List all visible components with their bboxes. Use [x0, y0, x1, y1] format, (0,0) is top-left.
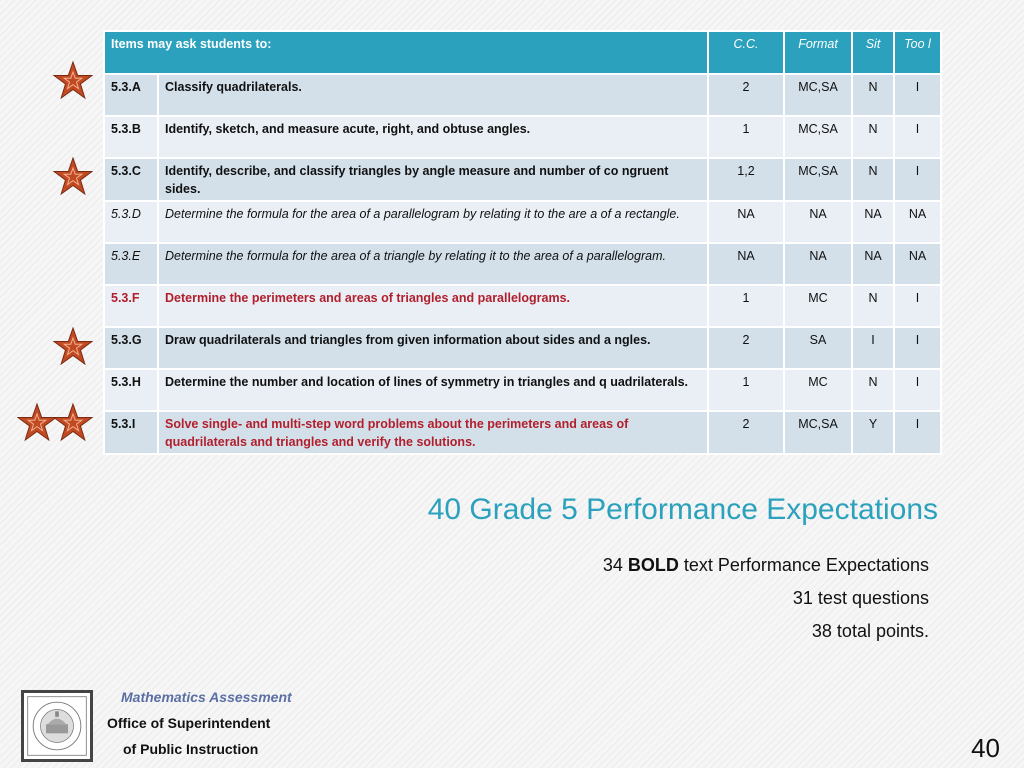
star-icon: [53, 157, 93, 196]
row-code: 5.3.E: [103, 242, 159, 286]
row-description: Determine the number and location of lin…: [157, 368, 709, 412]
row-cc: NA: [707, 200, 785, 244]
row-tool: I: [893, 115, 942, 159]
row-sit: NA: [851, 242, 895, 286]
table-row: 5.3.D Determine the formula for the area…: [103, 200, 942, 244]
row-description: Draw quadrilaterals and triangles from g…: [157, 326, 709, 370]
row-description: Classify quadrilaterals.: [157, 73, 709, 117]
row-sit: Y: [851, 410, 895, 455]
header-cc: C.C.: [707, 30, 785, 75]
row-description: Solve single- and multi-step word proble…: [157, 410, 709, 455]
header-tool: Too l: [893, 30, 942, 75]
star-icon: [53, 61, 93, 100]
row-code: 5.3.I: [103, 410, 159, 455]
ospi-seal-logo: [21, 690, 93, 762]
row-tool: I: [893, 284, 942, 328]
row-cc: 1: [707, 284, 785, 328]
header-format: Format: [783, 30, 853, 75]
slide-title: 40 Grade 5 Performance Expectations: [427, 493, 938, 526]
row-sit: NA: [851, 200, 895, 244]
star-icon: [53, 327, 93, 366]
row-format: MC,SA: [783, 157, 853, 202]
row-tool: NA: [893, 242, 942, 286]
row-format: MC,SA: [783, 73, 853, 117]
row-tool: I: [893, 157, 942, 202]
row-sit: N: [851, 115, 895, 159]
row-code: 5.3.F: [103, 284, 159, 328]
row-cc: 1: [707, 368, 785, 412]
row-format: NA: [783, 200, 853, 244]
office-line-1: Office of Superintendent: [107, 715, 271, 731]
row-format: MC,SA: [783, 115, 853, 159]
row-format: NA: [783, 242, 853, 286]
star-icon: [53, 403, 93, 442]
row-description: Determine the formula for the area of a …: [157, 242, 709, 286]
page-number: 40: [971, 733, 1000, 763]
table-row: 5.3.G Draw quadrilaterals and triangles …: [103, 326, 942, 370]
row-description: Identify, sketch, and measure acute, rig…: [157, 115, 709, 159]
star-icon: [17, 403, 57, 442]
row-description: Determine the formula for the area of a …: [157, 200, 709, 244]
row-code: 5.3.C: [103, 157, 159, 202]
table-header-row: Items may ask students to: C.C. Format S…: [103, 30, 942, 75]
table-row: 5.3.I Solve single- and multi-step word …: [103, 410, 942, 455]
row-format: MC: [783, 368, 853, 412]
row-sit: I: [851, 326, 895, 370]
table-row: 5.3.F Determine the perimeters and areas…: [103, 284, 942, 328]
row-cc: 1,2: [707, 157, 785, 202]
row-code: 5.3.B: [103, 115, 159, 159]
row-cc: 1: [707, 115, 785, 159]
table-row: 5.3.A Classify quadrilaterals. 2 MC,SA N…: [103, 73, 942, 117]
row-cc: NA: [707, 242, 785, 286]
row-format: MC,SA: [783, 410, 853, 455]
row-tool: I: [893, 410, 942, 455]
table-row: 5.3.H Determine the number and location …: [103, 368, 942, 412]
row-tool: NA: [893, 200, 942, 244]
row-sit: N: [851, 157, 895, 202]
row-description: Determine the perimeters and areas of tr…: [157, 284, 709, 328]
row-sit: N: [851, 284, 895, 328]
note-total-points: 38 total points.: [811, 621, 929, 641]
note-bold-expectations: 34 BOLD text Performance Expectations: [602, 555, 929, 575]
row-cc: 2: [707, 326, 785, 370]
office-line-2: of Public Instruction: [123, 741, 259, 757]
performance-expectations-table: Items may ask students to: C.C. Format S…: [103, 30, 942, 455]
header-items: Items may ask students to:: [103, 30, 709, 75]
row-code: 5.3.G: [103, 326, 159, 370]
row-cc: 2: [707, 410, 785, 455]
row-tool: I: [893, 326, 942, 370]
row-tool: I: [893, 73, 942, 117]
row-tool: I: [893, 368, 942, 412]
table-row: 5.3.C Identify, describe, and classify t…: [103, 157, 942, 202]
row-format: SA: [783, 326, 853, 370]
table-row: 5.3.E Determine the formula for the area…: [103, 242, 942, 286]
row-format: MC: [783, 284, 853, 328]
table-row: 5.3.B Identify, sketch, and measure acut…: [103, 115, 942, 159]
notes: 34 BOLD text Performance Expectations 31…: [603, 552, 929, 651]
mathematics-assessment-logo: Mathematics Assessment: [121, 689, 292, 705]
note-test-questions: 31 test questions: [792, 588, 929, 608]
row-sit: N: [851, 73, 895, 117]
row-code: 5.3.D: [103, 200, 159, 244]
row-description: Identify, describe, and classify triangl…: [157, 157, 709, 202]
header-sit: Sit: [851, 30, 895, 75]
row-code: 5.3.H: [103, 368, 159, 412]
row-cc: 2: [707, 73, 785, 117]
row-sit: N: [851, 368, 895, 412]
row-code: 5.3.A: [103, 73, 159, 117]
